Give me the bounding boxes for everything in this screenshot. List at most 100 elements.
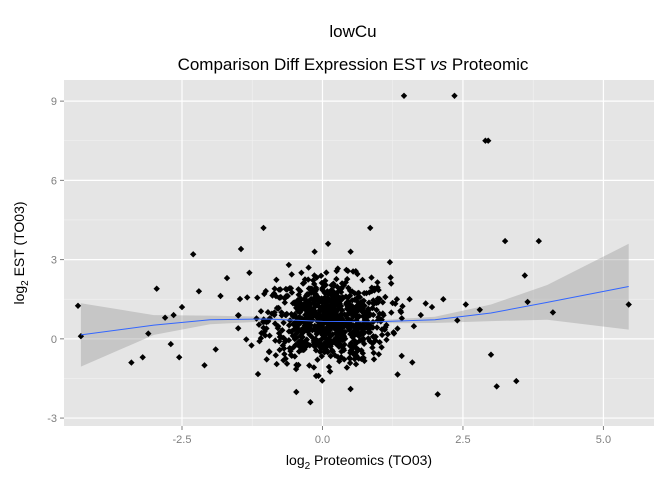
data-point — [275, 304, 282, 312]
data-point — [513, 377, 520, 385]
data-point — [333, 311, 340, 319]
data-point — [422, 300, 429, 307]
data-point — [288, 271, 295, 278]
data-point — [355, 299, 362, 306]
data-point — [272, 337, 279, 344]
data-point — [264, 309, 272, 316]
data-point — [367, 224, 374, 232]
data-point — [260, 224, 267, 232]
data-point — [266, 332, 273, 339]
data-point — [320, 296, 327, 303]
data-point — [337, 302, 345, 310]
data-point — [310, 294, 318, 302]
data-point — [262, 287, 269, 295]
data-point — [350, 350, 357, 358]
data-point — [310, 299, 317, 307]
data-point — [326, 337, 333, 344]
data-point — [373, 306, 380, 314]
data-point — [347, 355, 354, 362]
data-point — [285, 261, 292, 269]
data-point — [327, 289, 335, 296]
data-point — [310, 277, 317, 284]
data-point — [273, 276, 280, 283]
data-point — [356, 294, 364, 301]
data-point — [305, 264, 312, 271]
y-axis-title-prefix: log — [11, 286, 27, 305]
data-point — [324, 240, 332, 247]
data-point — [288, 289, 296, 296]
x-axis-title-prefix: log — [286, 452, 305, 468]
data-point — [283, 360, 291, 367]
data-point — [383, 336, 390, 343]
chart-title: lowCu — [329, 22, 376, 41]
data-point — [369, 340, 376, 347]
data-point — [521, 272, 528, 279]
data-point — [379, 299, 386, 306]
data-point — [368, 274, 375, 281]
data-point — [485, 137, 492, 144]
data-point — [347, 385, 354, 393]
data-point — [265, 348, 273, 356]
data-point — [378, 331, 386, 339]
data-point — [338, 348, 345, 355]
data-point — [292, 365, 300, 373]
data-point — [380, 312, 387, 319]
data-point — [342, 335, 349, 342]
data-point — [358, 355, 365, 363]
data-point — [313, 330, 320, 338]
data-point — [351, 355, 358, 363]
data-point — [393, 296, 401, 303]
x-tick-label: 2.5 — [455, 434, 470, 446]
data-point — [374, 295, 382, 302]
data-point — [336, 340, 343, 348]
data-point — [370, 300, 377, 308]
data-point — [381, 326, 388, 333]
data-point — [387, 274, 394, 281]
data-point — [234, 312, 242, 319]
data-point — [307, 399, 314, 406]
data-point — [275, 330, 283, 337]
data-point — [409, 359, 416, 366]
data-point — [280, 357, 287, 364]
data-point — [440, 296, 447, 303]
data-point — [178, 303, 186, 311]
data-point — [375, 351, 382, 358]
data-point — [335, 322, 342, 329]
data-point — [331, 352, 339, 359]
data-point — [344, 294, 351, 302]
data-point — [326, 341, 334, 348]
data-point — [299, 333, 306, 341]
data-point — [350, 312, 358, 319]
data-point — [170, 311, 177, 319]
data-point — [360, 297, 367, 304]
data-point — [254, 294, 261, 301]
data-point — [248, 342, 255, 349]
data-point — [167, 340, 174, 348]
x-tick-label: 0.0 — [315, 434, 330, 446]
data-point — [346, 359, 354, 367]
data-point — [326, 368, 334, 375]
data-point — [476, 306, 483, 313]
data-point — [346, 287, 354, 294]
data-point — [286, 285, 293, 292]
data-point — [304, 291, 311, 298]
data-point — [280, 345, 288, 352]
data-point — [314, 356, 321, 363]
y-ticks: -3 0 3 6 9 — [47, 96, 64, 425]
y-axis-title-sub: 2 — [20, 280, 31, 286]
data-point — [343, 299, 351, 306]
data-point — [341, 341, 348, 348]
data-point — [323, 307, 330, 314]
data-point — [293, 326, 300, 333]
data-point — [298, 326, 305, 333]
data-point — [352, 361, 360, 368]
data-point — [312, 284, 320, 292]
data-point — [454, 317, 461, 324]
data-point — [487, 351, 495, 358]
data-point — [292, 341, 299, 348]
data-point — [295, 361, 302, 369]
data-points — [74, 92, 632, 406]
confidence-ribbon-group — [80, 243, 629, 367]
data-point — [332, 301, 339, 308]
y-tick-label: 6 — [51, 175, 57, 187]
